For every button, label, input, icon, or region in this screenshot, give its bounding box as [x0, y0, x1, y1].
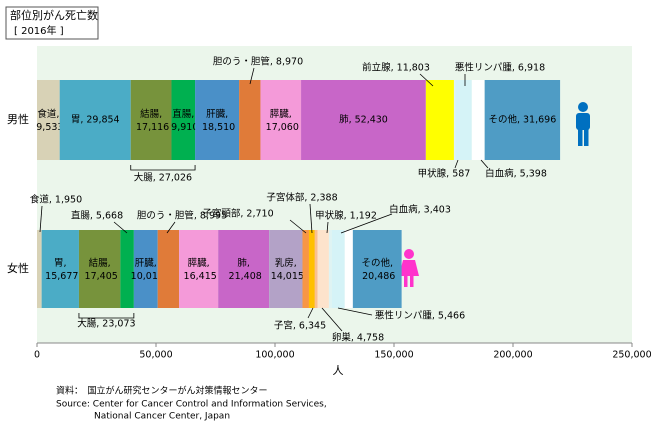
leader-line — [166, 221, 176, 234]
source-note: National Cancer Center, Japan — [94, 412, 230, 422]
data-label: 膵臓, 17,060 — [263, 109, 299, 133]
bar-segment — [352, 230, 402, 308]
bar-segment — [130, 80, 172, 160]
bar-segment — [331, 230, 345, 308]
data-label: 白血病, 3,403 — [389, 204, 451, 216]
leader-line — [39, 205, 43, 233]
bar-segment — [218, 230, 270, 308]
data-label: 直腸, 5,668 — [71, 210, 123, 222]
bar-subsegment — [302, 230, 309, 308]
title-box — [5, 6, 99, 40]
chart-title: 部位別がん死亡数 — [10, 8, 98, 22]
leader-line — [321, 307, 343, 332]
bar-segment — [37, 80, 60, 160]
bar-segment — [484, 80, 561, 160]
bar-segment — [301, 80, 426, 160]
x-axis-label: 人 — [333, 364, 344, 377]
bar-segment — [344, 230, 353, 308]
leader-line — [480, 159, 489, 169]
y-tick-label: 男性 — [7, 112, 29, 126]
data-label: 結腸, 17,405 — [82, 257, 118, 282]
data-label: 甲状腺, 1,192 — [315, 210, 377, 222]
data-label: 白血病, 5,398 — [485, 168, 547, 180]
data-label: 肝臓, 10,018 — [128, 258, 164, 282]
leader-line — [454, 159, 459, 169]
male-icon — [576, 102, 590, 146]
bar-segment — [157, 230, 180, 308]
data-label: その他, 31,696 — [488, 114, 556, 126]
data-label: 胆のう・胆管, 8,970 — [213, 56, 303, 68]
data-label: 肺, 52,430 — [339, 115, 388, 126]
leader-line — [289, 219, 307, 234]
bar-segment — [269, 230, 303, 308]
group-label: 大腸, 23,073 — [77, 318, 135, 330]
data-label: 子宮, 6,345 — [274, 320, 326, 332]
data-label: 膵臓, 16,415 — [181, 258, 217, 282]
data-label: 結腸, 17,116 — [133, 108, 169, 133]
leader-line — [249, 67, 255, 85]
bar-segment — [425, 80, 454, 160]
bar-segment — [328, 230, 332, 308]
chart-subtitle: [ 2016年 ] — [14, 24, 64, 37]
bar-segment — [317, 230, 329, 308]
data-label: 子宮頸部, 2,710 — [202, 208, 273, 220]
bar-segment — [195, 80, 240, 160]
bar-segment — [171, 80, 196, 160]
data-label: 前立腺, 11,803 — [362, 62, 430, 74]
data-label: 子宮体部, 2,388 — [266, 192, 337, 204]
data-label: 胆のう・胆管, 8,995 — [137, 210, 227, 222]
x-tick-label: 150,000 — [374, 350, 413, 361]
group-bracket — [78, 313, 135, 319]
leader-line — [326, 221, 329, 234]
leader-line — [113, 221, 128, 234]
group-label: 大腸, 27,026 — [134, 172, 192, 184]
data-label: 食道, 9,533 — [33, 108, 63, 133]
data-label: 胃, 29,854 — [71, 115, 120, 126]
source-note: 資料： 国立がん研究センターがん対策情報センター — [56, 385, 268, 397]
x-tick-label: 0 — [34, 350, 40, 361]
bar-segment — [78, 230, 121, 308]
data-label: その他, 20,486 — [359, 257, 395, 282]
female-icon — [399, 249, 419, 287]
group-bracket — [130, 165, 196, 171]
data-label: 卵巣, 4,758 — [332, 332, 384, 344]
leader-line — [337, 307, 373, 316]
bar-segment — [41, 230, 79, 308]
source-note: Source: Center for Cancer Control and In… — [56, 400, 327, 410]
bar-segment — [455, 80, 472, 160]
bar-subsegment — [308, 230, 315, 308]
leader-line — [340, 213, 393, 234]
x-tick-label: 200,000 — [493, 350, 532, 361]
data-label: 肺, 21,408 — [226, 258, 262, 282]
leader-line — [309, 203, 313, 234]
bar-segment — [133, 230, 158, 308]
bar-segment — [239, 80, 261, 160]
x-tick-label: 50,000 — [139, 350, 172, 361]
bar-segment — [179, 230, 219, 308]
x-tick-label: 250,000 — [612, 350, 651, 361]
data-label: 食道, 1,950 — [30, 194, 82, 206]
leader-line — [307, 307, 314, 319]
y-tick-label: 女性 — [7, 261, 29, 275]
leader-line — [419, 73, 434, 87]
data-label: 乳房, 14,015 — [268, 257, 304, 282]
data-label: 直腸, 9,910 — [168, 108, 198, 133]
x-tick-label: 100,000 — [255, 350, 294, 361]
bar-segment — [59, 80, 131, 160]
data-label: 悪性リンパ腫, 5,466 — [375, 310, 465, 322]
bar-segment — [453, 80, 456, 160]
data-label: 悪性リンパ腫, 6,918 — [455, 62, 545, 74]
data-label: 胃, 15,677 — [42, 258, 78, 282]
bar-segment — [37, 230, 42, 308]
data-label: 甲状腺, 587 — [418, 168, 471, 180]
bar-segment — [120, 230, 134, 308]
bar-segment — [260, 80, 302, 160]
bar-segment — [471, 80, 485, 160]
data-label: 肝臓, 18,510 — [199, 109, 235, 133]
